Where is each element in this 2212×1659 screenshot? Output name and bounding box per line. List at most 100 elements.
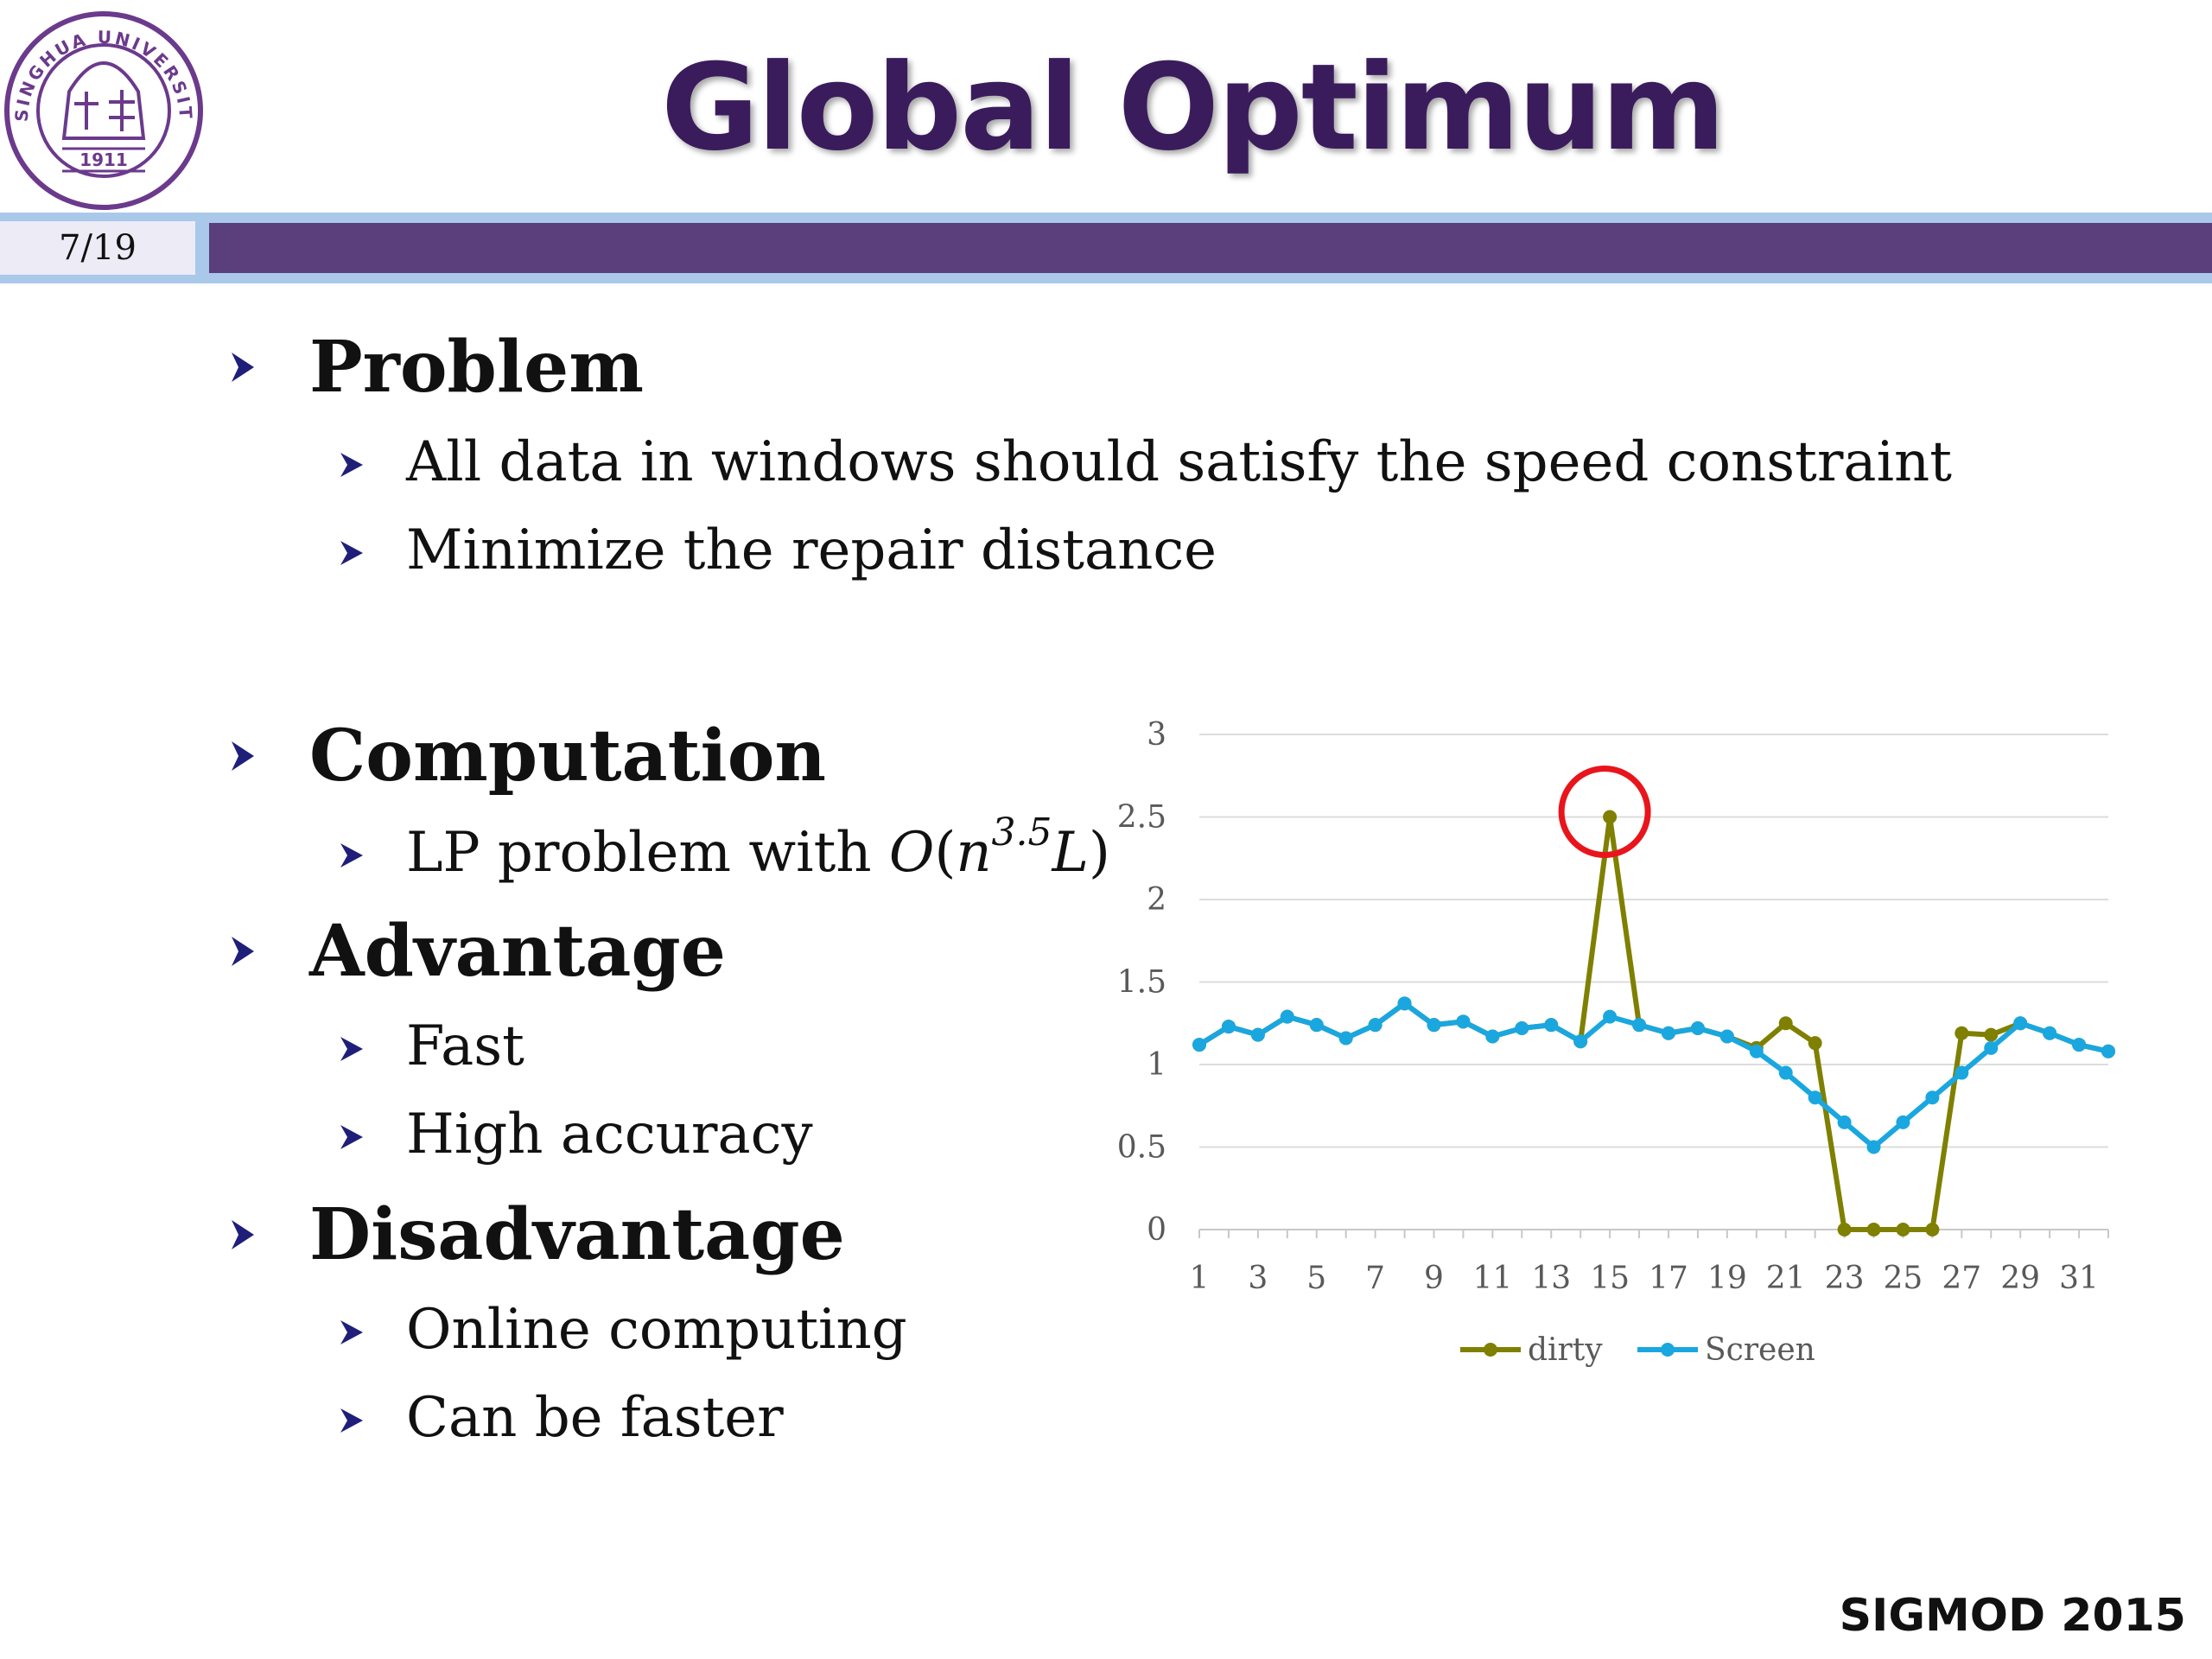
section-heading-computation: Computation <box>0 709 1106 804</box>
data-point-screen <box>1603 1009 1618 1024</box>
page-number: 7/19 <box>0 221 195 275</box>
data-point-dirty <box>1984 1027 1999 1042</box>
bullet-item: Minimize the repair distance <box>0 512 1901 589</box>
logo-year: 1911 <box>79 149 128 170</box>
data-point-dirty <box>1955 1026 1969 1040</box>
legend-marker <box>1661 1343 1675 1357</box>
data-point-screen <box>1427 1018 1441 1033</box>
x-tick-label: 25 <box>1884 1261 1923 1296</box>
data-point-screen <box>1221 1020 1236 1034</box>
data-point-screen <box>2013 1016 2028 1031</box>
y-tick-label: 3 <box>1147 717 1166 753</box>
bullet-arrow-icon <box>340 1125 363 1149</box>
bullet-text: All data in windows should satisfy the s… <box>406 430 1952 494</box>
data-point-dirty <box>1896 1223 1910 1236</box>
data-point-screen <box>1661 1026 1675 1040</box>
header-bar <box>209 223 2212 273</box>
legend-label: Screen <box>1705 1332 1815 1368</box>
section-heading-text: Disadvantage <box>309 1193 845 1276</box>
section-heading-text: Computation <box>309 715 827 798</box>
x-tick-label: 9 <box>1424 1261 1444 1296</box>
y-tick-label: 2.5 <box>1117 800 1166 836</box>
data-point-screen <box>1896 1115 1910 1129</box>
x-tick-label: 29 <box>2000 1261 2040 1296</box>
bullet-arrow-icon <box>232 353 254 382</box>
bullet-item: Fast <box>0 1007 1097 1085</box>
x-tick-label: 27 <box>1942 1261 1981 1296</box>
legend-marker <box>1484 1343 1497 1357</box>
data-point-screen <box>1280 1009 1294 1024</box>
section-heading-text: Problem <box>309 326 644 409</box>
bullet-arrow-icon <box>340 1320 363 1344</box>
y-tick-label: 1.5 <box>1117 965 1166 1001</box>
data-point-dirty <box>1925 1223 1940 1236</box>
conference-footer: SIGMOD 2015 <box>1839 1590 2186 1642</box>
data-point-screen <box>2072 1038 2087 1052</box>
data-point-screen <box>1837 1115 1852 1129</box>
data-point-screen <box>1515 1020 1529 1035</box>
bullet-arrow-icon <box>232 741 254 771</box>
data-point-screen <box>1984 1040 1999 1055</box>
bullet-item: High accuracy <box>0 1096 1097 1173</box>
x-tick-label: 3 <box>1248 1261 1268 1296</box>
slide-title: Global Optimum <box>661 38 1726 177</box>
x-tick-label: 11 <box>1472 1261 1512 1296</box>
x-tick-label: 21 <box>1766 1261 1806 1296</box>
bullet-arrow-icon <box>340 541 363 565</box>
bullet-item: Can be faster <box>0 1379 1097 1457</box>
data-point-screen <box>2101 1044 2115 1058</box>
data-point-screen <box>1338 1031 1353 1046</box>
data-point-screen <box>1456 1014 1471 1029</box>
x-tick-label: 23 <box>1825 1261 1865 1296</box>
bullet-arrow-icon <box>340 843 363 868</box>
data-point-screen <box>1808 1090 1822 1105</box>
data-point-screen <box>1632 1018 1647 1033</box>
data-point-screen <box>1309 1018 1324 1033</box>
data-point-screen <box>1749 1044 1764 1058</box>
university-logo: TSINGHUA UNIVERSITY 1911 <box>2 9 203 210</box>
data-point-dirty <box>1603 810 1618 824</box>
data-point-screen <box>1573 1034 1588 1049</box>
data-point-screen <box>1192 1038 1206 1052</box>
data-point-screen <box>1955 1065 1969 1080</box>
section-heading-problem: Problem <box>0 320 1106 415</box>
y-tick-label: 2 <box>1147 882 1166 918</box>
data-point-screen <box>1368 1018 1382 1033</box>
data-point-dirty <box>1808 1036 1822 1051</box>
x-tick-label: 19 <box>1707 1261 1747 1296</box>
data-point-screen <box>1719 1029 1734 1044</box>
bullet-arrow-icon <box>232 937 254 966</box>
legend-label: dirty <box>1528 1332 1603 1368</box>
bullet-text: Online computing <box>406 1298 907 1362</box>
x-tick-label: 5 <box>1306 1261 1326 1296</box>
bullet-text: High accuracy <box>406 1103 813 1166</box>
y-tick-label: 0.5 <box>1117 1130 1166 1166</box>
data-point-screen <box>1778 1065 1793 1080</box>
bullet-text: Minimize the repair distance <box>406 518 1217 582</box>
y-tick-label: 1 <box>1147 1047 1166 1083</box>
bullet-item: All data in windows should satisfy the s… <box>0 423 1952 501</box>
series-line-screen <box>1198 1001 2109 1150</box>
line-chart: 0 0.5 1 1.5 2 2.5 3 1 3 5 7 9 11 13 15 17 19 21 23 25 27 29 31… <box>1097 700 2134 1391</box>
bullet-arrow-icon <box>340 1408 363 1433</box>
line-chart-svg: 00.511.522.531 3 5 7 9 11 13 15 17 19 21 23 25 27 29 31… <box>1117 717 2115 1368</box>
data-point-screen <box>1397 996 1412 1011</box>
bullet-item: Online computing <box>0 1291 1097 1369</box>
data-point-screen <box>1925 1090 1940 1105</box>
data-point-dirty <box>1837 1223 1852 1236</box>
x-tick-label: 15 <box>1590 1261 1630 1296</box>
bullet-item: LP problem with O(n3.5L) <box>0 814 1110 892</box>
section-heading-text: Advantage <box>309 910 726 993</box>
x-tick-label: 31 <box>2059 1261 2099 1296</box>
x-tick-label: 7 <box>1365 1261 1385 1296</box>
series-line-dirty <box>1198 814 2109 1232</box>
bullet-arrow-icon <box>232 1220 254 1249</box>
bullet-arrow-icon <box>340 1037 363 1061</box>
section-heading-disadvantage: Disadvantage <box>0 1187 1106 1282</box>
data-point-screen <box>1544 1018 1559 1033</box>
highlight-circle <box>1558 766 1651 858</box>
bullet-arrow-icon <box>340 453 363 477</box>
x-tick-label: 13 <box>1531 1261 1571 1296</box>
data-point-dirty <box>1866 1223 1881 1236</box>
data-point-screen <box>1690 1020 1705 1035</box>
